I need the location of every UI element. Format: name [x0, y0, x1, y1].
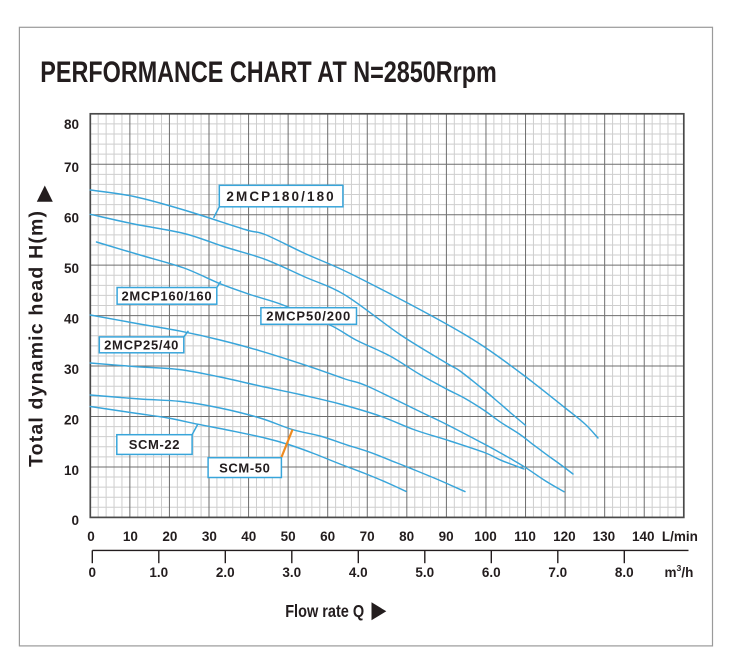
- svg-text:10: 10: [64, 463, 79, 478]
- svg-text:1.0: 1.0: [149, 565, 168, 580]
- svg-text:2MCP25/40: 2MCP25/40: [104, 338, 179, 353]
- svg-text:SCM-50: SCM-50: [219, 460, 270, 475]
- svg-text:Total dynamic head H(m): Total dynamic head H(m): [26, 211, 48, 467]
- svg-text:30: 30: [202, 529, 217, 544]
- svg-text:L/min: L/min: [662, 529, 698, 544]
- svg-text:140: 140: [632, 529, 655, 544]
- svg-text:10: 10: [123, 529, 138, 544]
- svg-text:6.0: 6.0: [482, 565, 501, 580]
- svg-text:50: 50: [281, 529, 296, 544]
- svg-text:2MCP50/200: 2MCP50/200: [266, 309, 351, 324]
- svg-text:20: 20: [162, 529, 177, 544]
- svg-text:0: 0: [87, 529, 95, 544]
- svg-text:30: 30: [64, 362, 79, 377]
- svg-text:0: 0: [89, 565, 97, 580]
- svg-text:60: 60: [64, 211, 79, 226]
- svg-text:5.0: 5.0: [415, 565, 434, 580]
- svg-text:4.0: 4.0: [349, 565, 368, 580]
- svg-text:100: 100: [474, 529, 497, 544]
- svg-text:40: 40: [241, 529, 256, 544]
- svg-text:70: 70: [360, 529, 375, 544]
- svg-text:20: 20: [64, 413, 79, 428]
- svg-text:8.0: 8.0: [615, 565, 634, 580]
- svg-text:60: 60: [320, 529, 335, 544]
- svg-text:m3/h: m3/h: [665, 563, 694, 580]
- svg-text:110: 110: [514, 529, 536, 544]
- svg-text:80: 80: [399, 529, 414, 544]
- svg-text:2MCP180/180: 2MCP180/180: [226, 189, 335, 204]
- svg-text:7.0: 7.0: [548, 565, 567, 580]
- svg-text:50: 50: [64, 261, 79, 276]
- svg-text:SCM-22: SCM-22: [129, 437, 180, 452]
- svg-text:80: 80: [64, 117, 79, 132]
- svg-text:Flow rate Q: Flow rate Q: [285, 601, 364, 621]
- svg-text:90: 90: [439, 529, 454, 544]
- svg-text:2MCP160/160: 2MCP160/160: [121, 289, 212, 304]
- svg-text:3.0: 3.0: [282, 565, 301, 580]
- svg-text:PERFORMANCE CHART AT N=2850Rrp: PERFORMANCE CHART AT N=2850Rrpm: [40, 56, 497, 89]
- svg-text:40: 40: [64, 312, 79, 327]
- svg-text:2.0: 2.0: [216, 565, 235, 580]
- svg-text:120: 120: [553, 529, 576, 544]
- svg-text:130: 130: [593, 529, 616, 544]
- svg-text:70: 70: [64, 160, 79, 175]
- svg-text:0: 0: [71, 513, 79, 528]
